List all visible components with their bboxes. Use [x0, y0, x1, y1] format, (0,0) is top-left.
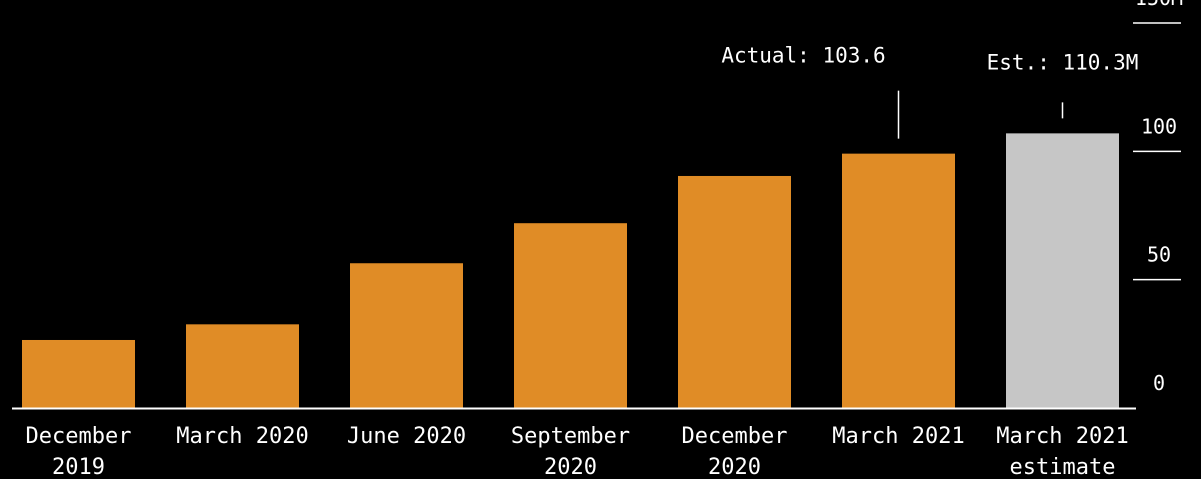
y-tick-label: 0	[1153, 371, 1165, 395]
y-tick-label: 150M	[1135, 0, 1183, 10]
bar	[186, 324, 299, 408]
x-category-label: September 2020	[511, 424, 630, 479]
y-tick-label: 50	[1147, 243, 1171, 267]
x-axis-labels: December 2019 March 2020 June 2020 September…	[26, 424, 1129, 479]
x-category-label: December 2019	[26, 424, 132, 479]
y-axis: 0 50 100 150M	[1133, 0, 1183, 395]
bars-group	[22, 133, 1119, 408]
annotation-label: Est.: 110.3M	[987, 50, 1139, 74]
x-category-label: March 2021 estimate	[996, 424, 1128, 479]
bar-estimate	[1006, 133, 1119, 408]
y-tick-label: 100	[1141, 114, 1177, 138]
x-category-label: March 2020	[176, 424, 308, 449]
x-category-label: December 2020	[682, 424, 788, 479]
x-category-label: March 2021	[832, 424, 964, 449]
bar	[678, 175, 791, 408]
bar	[350, 263, 463, 408]
x-category-label: June 2020	[347, 424, 466, 449]
bar	[22, 339, 135, 408]
annotation-label: Actual: 103.6	[721, 44, 885, 68]
annotations-group: Actual: 103.6 Est.: 110.3M	[721, 44, 1138, 139]
bar	[842, 153, 955, 408]
bar	[514, 223, 627, 408]
